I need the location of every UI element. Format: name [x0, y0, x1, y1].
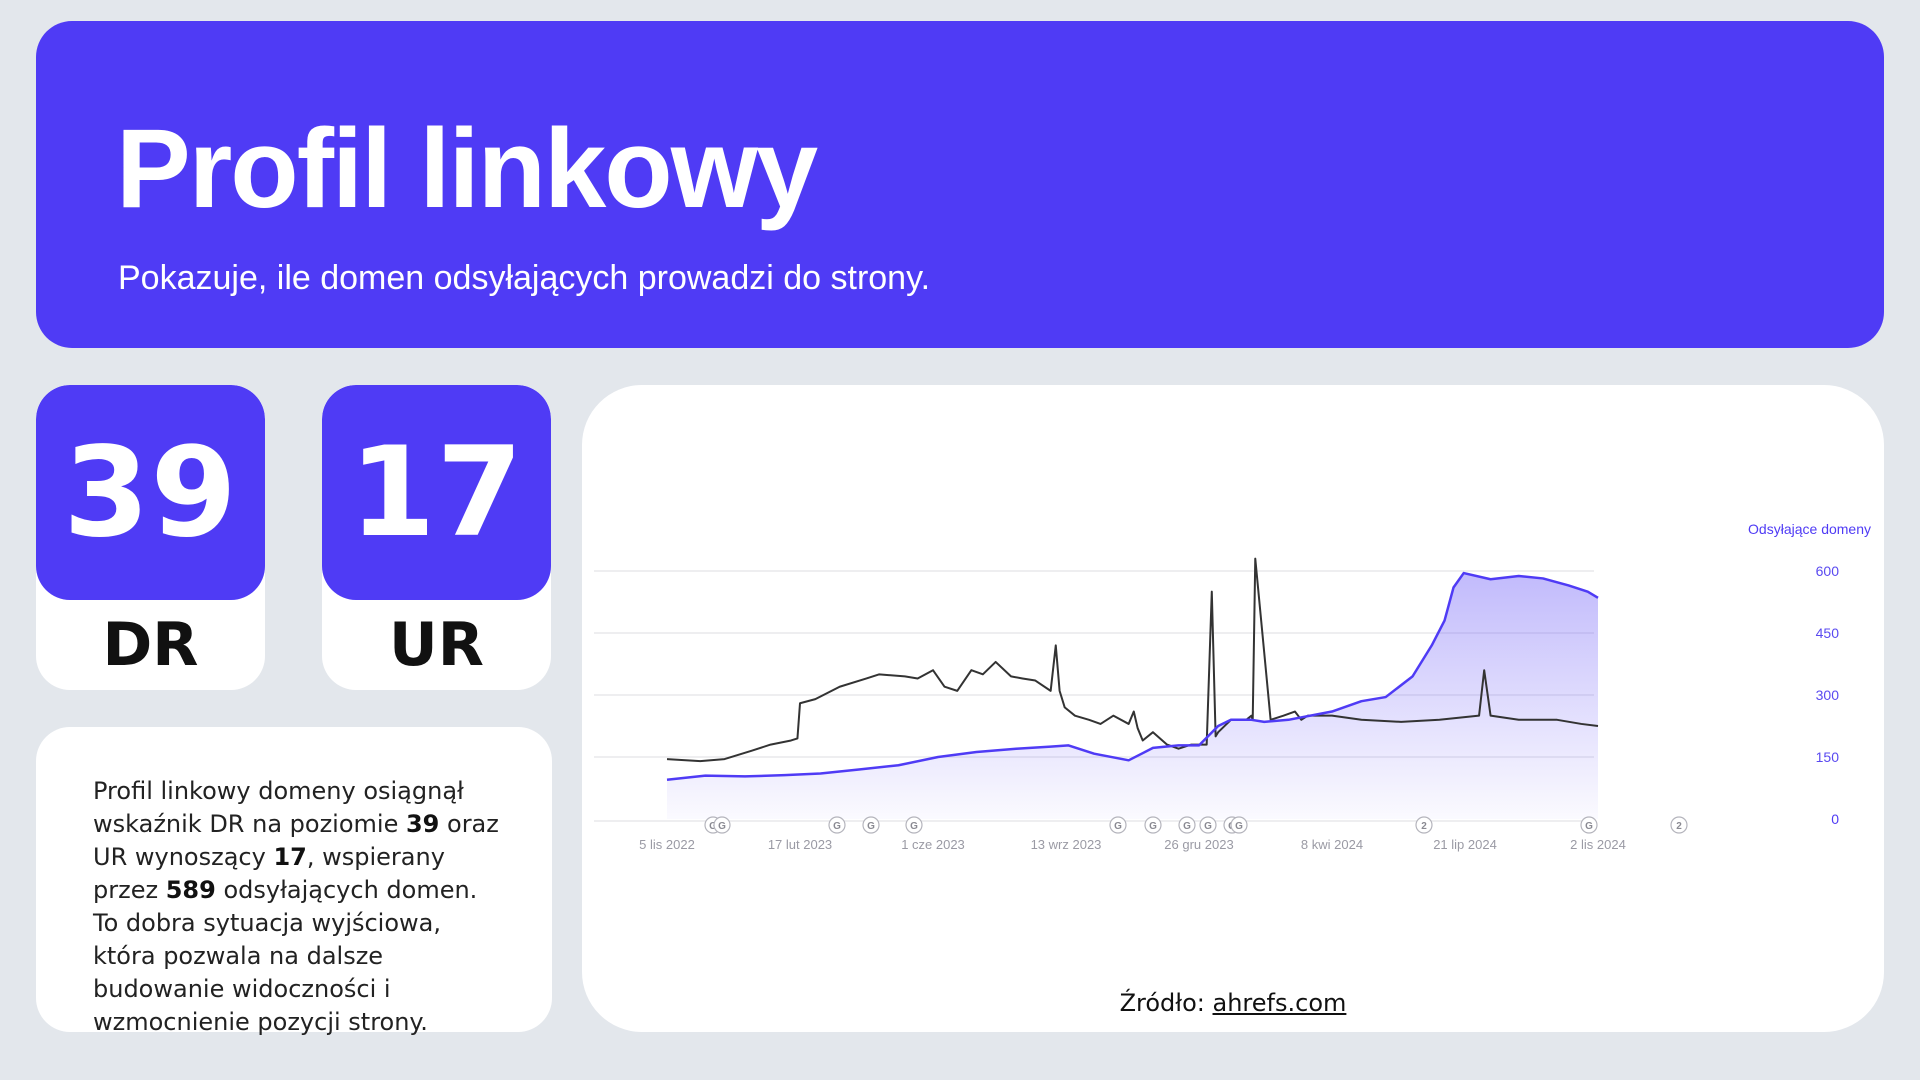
source-link[interactable]: ahrefs.com: [1212, 989, 1347, 1017]
marker-glyph: G: [833, 821, 841, 832]
page-title: Profil linkowy: [116, 106, 818, 231]
marker-circle: [1144, 816, 1162, 834]
desc-domains: 589: [165, 876, 216, 904]
desc-text-4: odsyłających domen. To dobra sytuacja wy…: [93, 876, 478, 1036]
google-update-marker-icon: G: [1580, 816, 1598, 834]
marker-glyph: G: [1204, 821, 1212, 832]
marker-glyph: G: [1183, 821, 1191, 832]
marker-glyph: 2: [1676, 821, 1682, 832]
marker-circle: [905, 816, 923, 834]
marker-circle: [1230, 816, 1248, 834]
marker-circle: [1178, 816, 1196, 834]
marker-circle: [828, 816, 846, 834]
google-update-marker-icon: G: [1144, 816, 1162, 834]
marker-circle: [1415, 816, 1433, 834]
referring-domains-chart: 0 150 300 450 600 Odsyłające domeny 5 lis 2022…: [594, 521, 1871, 852]
marker-circle: [862, 816, 880, 834]
x-tick-label: 1 cze 2023: [901, 837, 965, 852]
y-tick-label: 0: [1831, 811, 1839, 827]
x-tick-label: 26 gru 2023: [1164, 837, 1233, 852]
page-subtitle: Pokazuje, ile domen odsyłających prowadz…: [118, 259, 931, 297]
desc-ur: 17: [273, 843, 307, 871]
referring-domains-area: [667, 573, 1598, 819]
ur-value: 17: [349, 420, 524, 565]
marker-glyph: G: [1114, 821, 1122, 832]
google-update-marker-icon: G: [1109, 816, 1127, 834]
source-line: Źródło: ahrefs.com: [582, 989, 1884, 1017]
annotation-marker-icon: 2: [1670, 816, 1688, 834]
dr-value: 39: [63, 420, 238, 565]
google-update-marker-icon: G: [828, 816, 846, 834]
marker-circle: [713, 816, 731, 834]
x-tick-label: 8 kwi 2024: [1301, 837, 1363, 852]
desc-text-1: Profil linkowy domeny osiągnął wskaźnik …: [93, 777, 464, 838]
legend-label: Odsyłające domeny: [1748, 521, 1871, 537]
x-tick-label: 13 wrz 2023: [1031, 837, 1102, 852]
marker-glyph: G: [1585, 821, 1593, 832]
marker-glyph: G: [1235, 821, 1243, 832]
y-tick-label: 150: [1816, 749, 1840, 765]
dr-label: DR: [102, 610, 199, 680]
marker-glyph: G: [910, 821, 918, 832]
chart-card: 0 150 300 450 600 Odsyłające domeny 5 lis 2022…: [582, 385, 1884, 1032]
marker-circle: [1109, 816, 1127, 834]
y-tick-label: 450: [1816, 625, 1840, 641]
marker-circle: [1199, 816, 1217, 834]
marker-glyph: G: [1149, 821, 1157, 832]
dr-metric-card: 39 DR: [36, 385, 265, 690]
google-update-marker-icon: G: [713, 816, 731, 834]
y-tick-label: 600: [1816, 563, 1840, 579]
x-tick-label: 17 lut 2023: [768, 837, 832, 852]
x-tick-label: 2 lis 2024: [1570, 837, 1626, 852]
google-update-marker-icon: G: [1178, 816, 1196, 834]
marker-glyph: G: [718, 821, 726, 832]
desc-text-2: oraz UR wynoszący: [93, 810, 499, 871]
marker-glyph: G: [867, 821, 875, 832]
annotation-marker-icon: 2: [1415, 816, 1433, 834]
ur-value-box: 17: [322, 385, 551, 600]
desc-text-3: , wspierany przez: [93, 843, 445, 904]
source-prefix: Źródło:: [1119, 989, 1213, 1017]
ur-label: UR: [389, 610, 484, 680]
y-tick-label: 300: [1816, 687, 1840, 703]
google-update-marker-icon: G: [862, 816, 880, 834]
ur-metric-card: 17 UR: [322, 385, 551, 690]
dr-value-box: 39: [36, 385, 265, 600]
x-tick-label: 5 lis 2022: [639, 837, 695, 852]
description-card: Profil linkowy domeny osiągnął wskaźnik …: [36, 727, 552, 1036]
google-update-marker-icon: G: [905, 816, 923, 834]
marker-glyph: G: [709, 821, 717, 832]
x-tick-label: 21 lip 2024: [1433, 837, 1497, 852]
google-update-marker-icon: G: [1230, 816, 1248, 834]
secondary-series-line: [666, 557, 1599, 763]
header-banner: Profil linkowy Pokazuje, ile domen odsył…: [36, 21, 1884, 348]
referring-domains-line: [666, 571, 1599, 781]
marker-glyph: 2: [1421, 821, 1427, 832]
desc-dr: 39: [405, 810, 440, 838]
marker-circle: [1580, 816, 1598, 834]
marker-circle: [1670, 816, 1688, 834]
google-update-marker-icon: G: [1199, 816, 1217, 834]
